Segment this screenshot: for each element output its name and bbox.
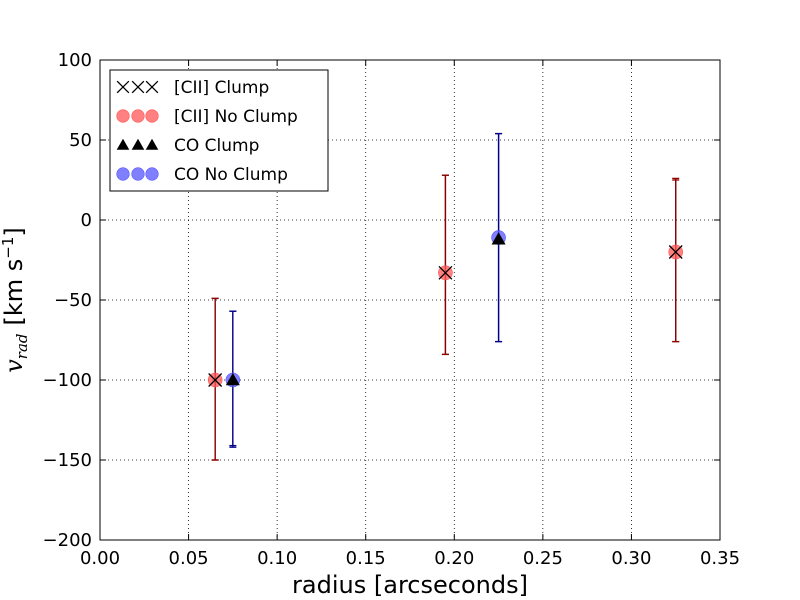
legend-marker-circle	[116, 167, 130, 181]
legend-marker-circle	[131, 167, 145, 181]
y-tick-label: 50	[69, 130, 92, 151]
x-axis-title: radius [arcseconds]	[292, 571, 528, 599]
legend-marker-x-stroke	[116, 80, 130, 94]
x-tick-label: 0.20	[434, 548, 474, 569]
y-axis-units: [km s	[0, 259, 28, 326]
y-tick-label: 100	[58, 50, 92, 71]
legend-marker-circle	[145, 109, 159, 123]
data-point-x	[668, 245, 683, 259]
y-axis-symbol: v	[0, 359, 28, 373]
legend: [CII] Clump [CII] No Clump CO Clump CO No C…	[109, 69, 329, 192]
y-tick-label: −150	[43, 450, 92, 471]
y-tick-label: −200	[43, 530, 92, 551]
legend-marker-triangle	[131, 138, 145, 150]
y-axis-subscript: rad	[13, 334, 31, 360]
data-markers	[207, 230, 684, 388]
legend-label: CO No Clump	[174, 165, 288, 185]
legend-marker-circle	[145, 167, 159, 181]
x-tick-label: 0.05	[169, 548, 209, 569]
data-point-triangle	[225, 373, 240, 386]
data-point-triangle	[491, 232, 506, 245]
legend-marker-circle	[131, 109, 145, 123]
y-tick-label: 0	[81, 210, 92, 231]
legend-label: [CII] Clump	[174, 78, 269, 98]
legend-marker-triangle	[145, 138, 159, 150]
y-tick-label: −100	[43, 370, 92, 391]
x-tick-label: 0.15	[346, 548, 386, 569]
y-axis-close: ]	[0, 227, 28, 236]
data-point-x-stroke	[668, 245, 683, 259]
x-tick-label: 0.35	[700, 548, 740, 569]
legend-marker-x	[145, 80, 159, 94]
legend-marker-circle	[116, 109, 130, 123]
axis-ticks: 0.00 0.05 0.10 0.15 0.20 0.25 0.30 0.35 −200 −150…	[43, 50, 740, 569]
y-axis-title: vrad [km s−1]	[0, 227, 31, 373]
y-axis-exponent: −1	[0, 237, 17, 259]
data-point-x-stroke	[208, 373, 223, 387]
data-point-x-stroke	[438, 265, 453, 280]
x-tick-label: 0.00	[80, 548, 120, 569]
x-tick-label: 0.10	[257, 548, 297, 569]
legend-marker-triangle	[116, 138, 130, 150]
x-tick-label: 0.25	[523, 548, 563, 569]
data-point-x	[438, 265, 453, 280]
legend-marker-x	[131, 80, 145, 94]
grid-lines	[100, 60, 720, 540]
legend-marker-x	[116, 80, 130, 94]
data-point-x	[208, 373, 223, 387]
legend-marker-x-stroke	[131, 80, 145, 94]
x-tick-label: 0.30	[611, 548, 651, 569]
y-tick-label: −50	[54, 290, 92, 311]
legend-marker-x-stroke	[145, 80, 159, 94]
legend-label: [CII] No Clump	[174, 107, 298, 127]
legend-label: CO Clump	[174, 136, 259, 156]
